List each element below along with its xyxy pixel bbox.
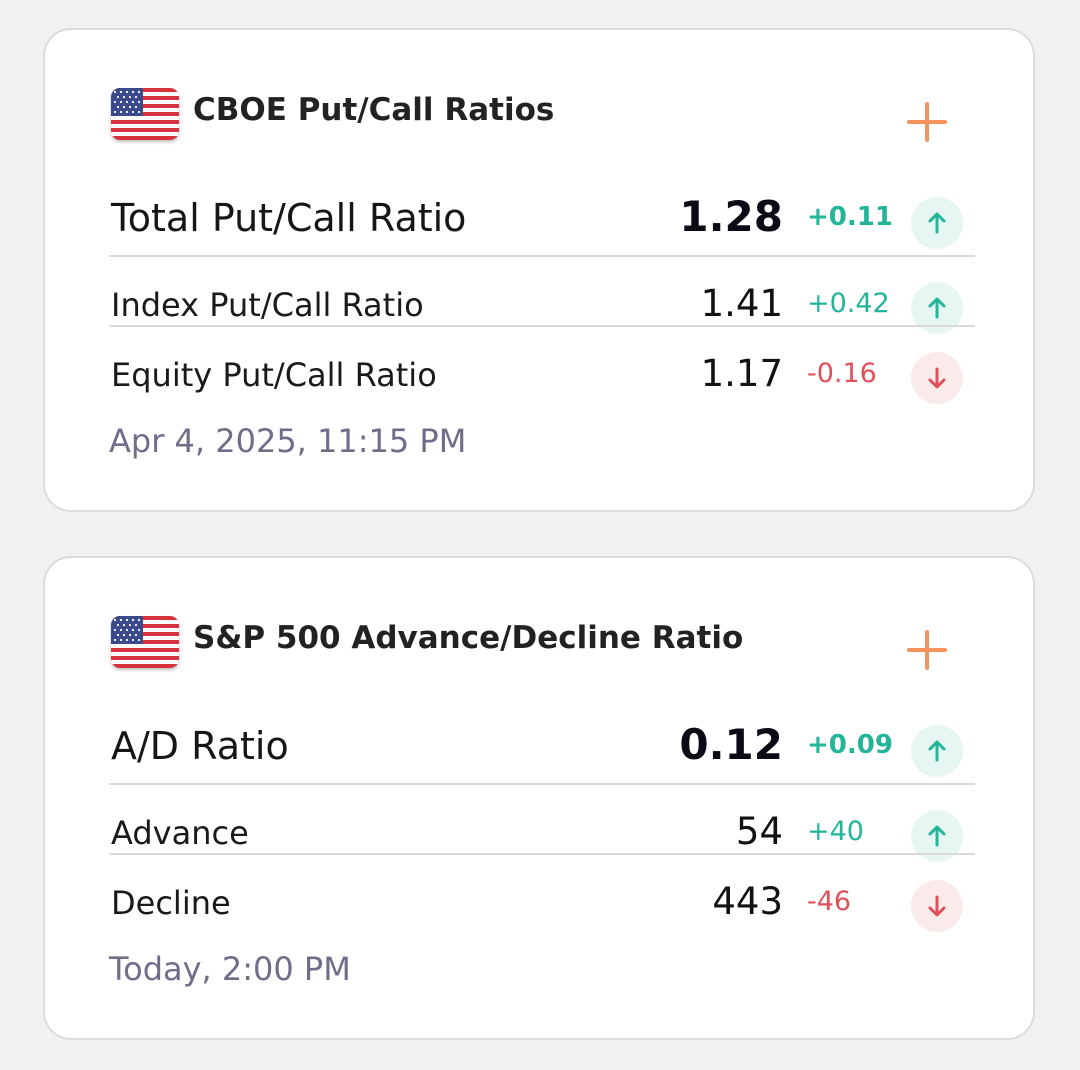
timestamp: Today, 2:00 PM [109,950,351,988]
plus-icon[interactable] [903,626,951,674]
us-flag-icon [111,616,179,668]
arrow-up-icon [911,197,963,249]
main-metric-row: A/D Ratio 0.12 +0.09 [109,716,973,786]
metric-value: 1.17 [700,352,783,395]
card-title: CBOE Put/Call Ratios [193,92,555,128]
sp500-advance-decline-card[interactable]: S&P 500 Advance/Decline Ratio A/D Ratio … [43,556,1035,1040]
metric-change: +40 [807,816,864,847]
metric-change: +0.11 [807,202,893,232]
metric-label: Decline [111,884,231,922]
metric-row: Advance 54 +40 [109,800,973,870]
metric-row: Equity Put/Call Ratio 1.17 -0.16 [109,342,973,412]
cboe-put-call-card[interactable]: CBOE Put/Call Ratios Total Put/Call Rati… [43,28,1035,512]
card-title: S&P 500 Advance/Decline Ratio [193,620,744,656]
metric-change: +0.42 [807,288,890,319]
metric-value: 443 [712,880,783,923]
metric-label: A/D Ratio [111,724,289,768]
arrow-down-icon [911,880,963,932]
metric-change: -46 [807,886,852,917]
divider [109,853,975,855]
metric-label: Equity Put/Call Ratio [111,356,437,394]
divider [109,255,975,257]
metric-label: Total Put/Call Ratio [111,196,467,240]
metric-row: Index Put/Call Ratio 1.41 +0.42 [109,272,973,342]
arrow-down-icon [911,352,963,404]
divider [109,783,975,785]
metric-change: +0.09 [807,730,893,760]
metric-value: 1.28 [679,192,783,241]
us-flag-icon [111,88,179,140]
divider [109,325,975,327]
metric-row: Decline 443 -46 [109,870,973,940]
plus-icon[interactable] [903,98,951,146]
metric-change: -0.16 [807,358,877,389]
timestamp: Apr 4, 2025, 11:15 PM [109,422,467,460]
metric-value: 1.41 [700,282,783,325]
main-metric-row: Total Put/Call Ratio 1.28 +0.11 [109,188,973,258]
metric-value: 0.12 [679,720,783,769]
metric-label: Index Put/Call Ratio [111,286,424,324]
metric-label: Advance [111,814,249,852]
arrow-up-icon [911,725,963,777]
metric-value: 54 [735,810,783,853]
